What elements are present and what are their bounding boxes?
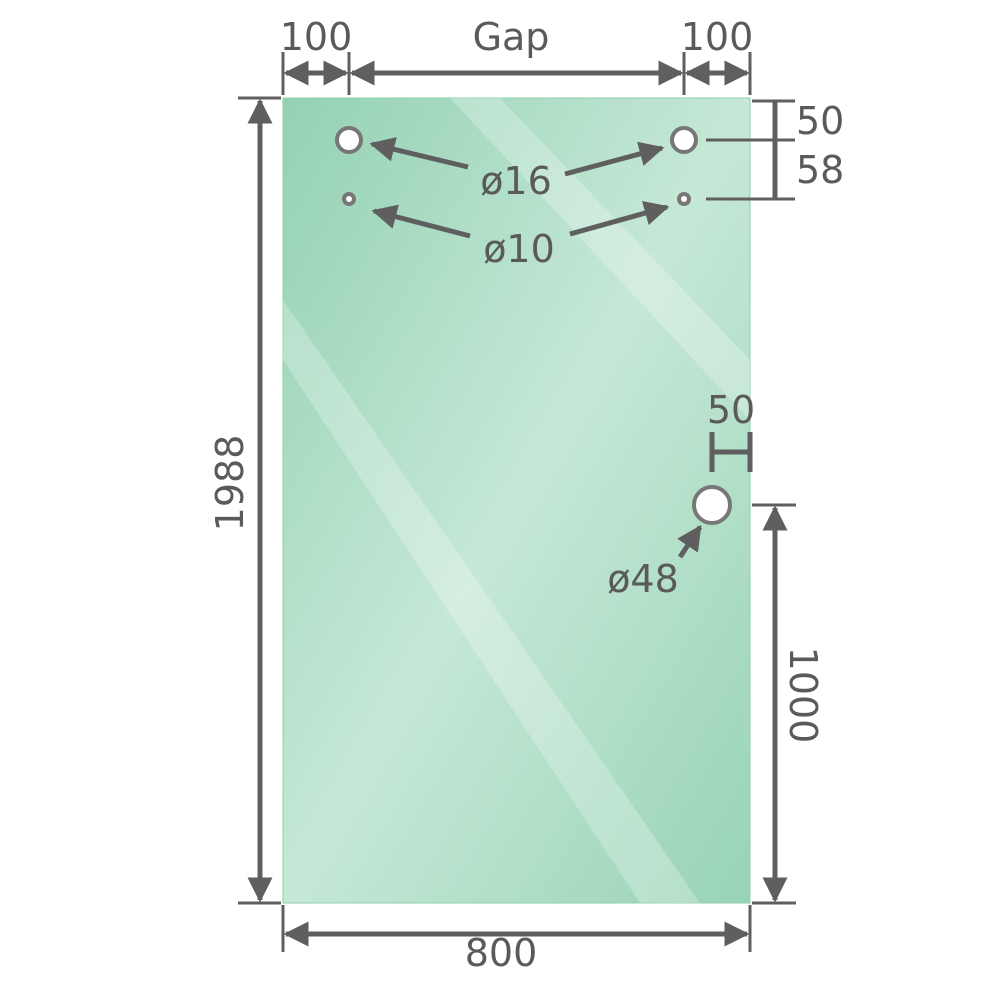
handle-height-dimension	[752, 503, 796, 905]
right-offset-label: 100	[681, 15, 754, 59]
hole-arrows	[369, 137, 703, 559]
hole-top-right-small	[677, 192, 691, 206]
gap-label: Gap	[473, 15, 550, 59]
glass-panel	[282, 97, 751, 904]
hole-top-right-large	[670, 126, 698, 154]
handle-hole-diameter-label: ø48	[607, 557, 679, 601]
left-offset-label: 100	[280, 15, 353, 59]
top-to-hole-label: 50	[796, 99, 844, 143]
hole-top-left-large	[335, 126, 363, 154]
handle-hole	[692, 485, 732, 525]
width-dimension	[281, 905, 752, 952]
handle-edge-label: 50	[707, 388, 755, 432]
height-dimension	[238, 96, 281, 905]
hole-vertical-dimension	[706, 99, 795, 201]
height-label: 1988	[208, 435, 252, 532]
top-dimension-lines	[281, 52, 752, 95]
hole-spacing-label: 58	[796, 148, 844, 192]
handle-height-label: 1000	[781, 647, 825, 744]
small-hole-diameter-label: ø10	[483, 227, 555, 271]
width-label: 800	[465, 931, 538, 975]
large-hole-diameter-label: ø16	[480, 159, 552, 203]
glass-reflections	[283, 98, 750, 903]
handle-edge-dimension	[709, 432, 753, 472]
hole-top-left-small	[342, 192, 356, 206]
